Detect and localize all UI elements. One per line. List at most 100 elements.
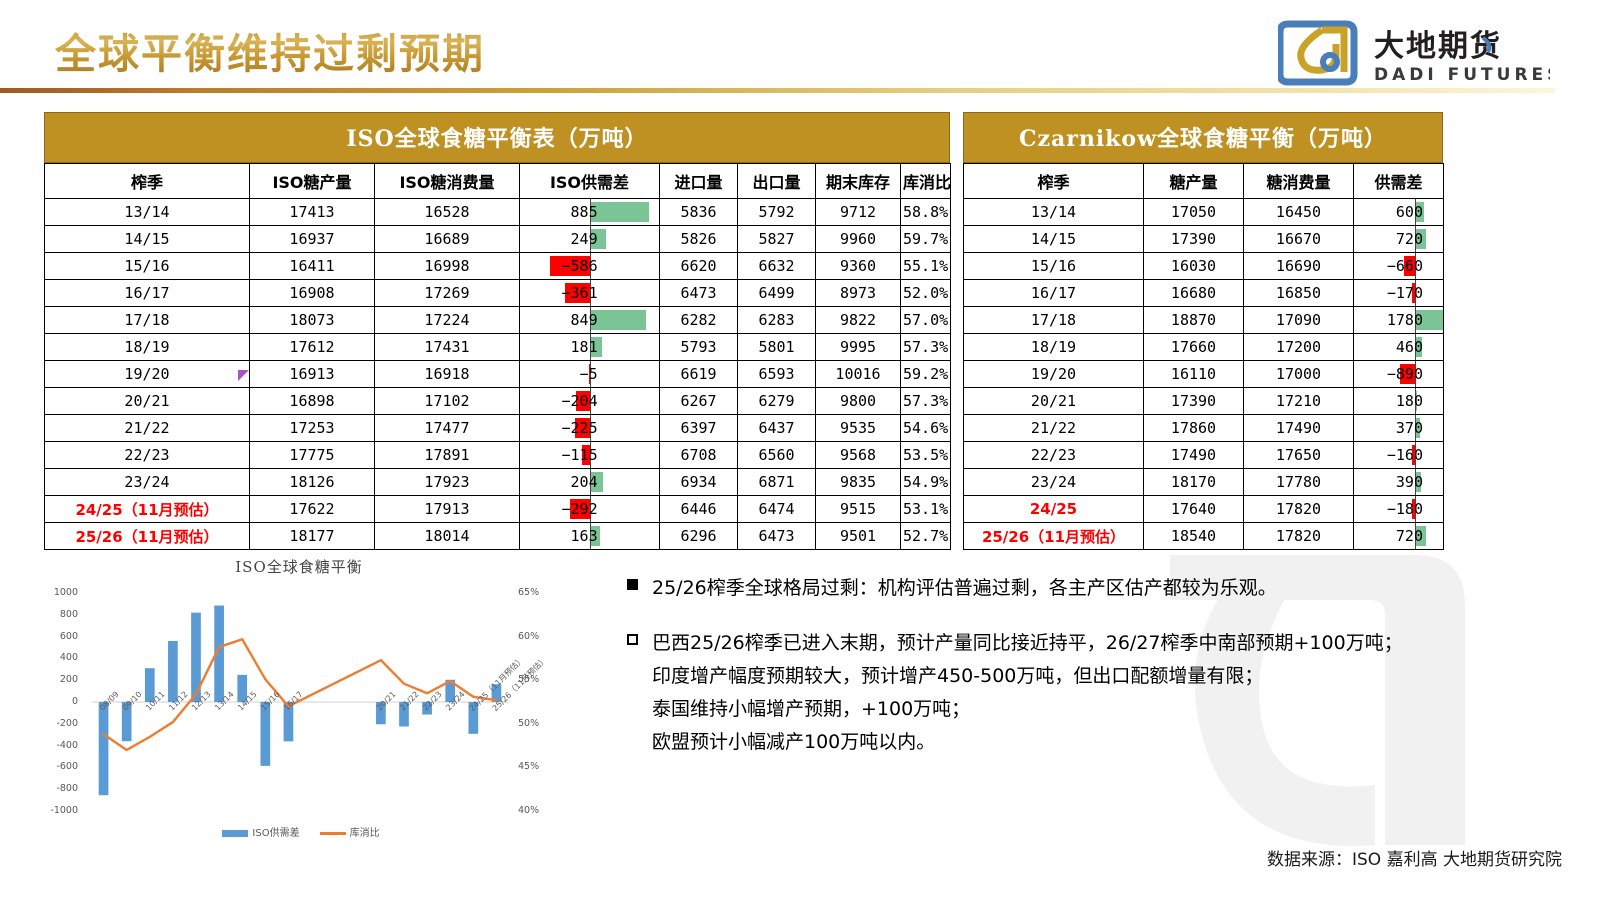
cell-stock-use-ratio: 54.9% <box>900 468 951 496</box>
table-row: 23/24 18126 17923 204 6934 6871 9835 54.9% <box>44 468 951 496</box>
logo-cn-text: 大地期货 <box>1374 29 1502 64</box>
cell-balance-value: 204 <box>570 473 598 491</box>
bullet-line: 巴西25/26榨季已进入末期，预计产量同比接近持平，26/27榨季中南部预期+1… <box>652 632 1403 654</box>
cell-balance-value: 600 <box>1395 203 1423 221</box>
iso-col-header-2: ISO糖消费量 <box>374 163 520 199</box>
cell-import: 5836 <box>659 198 738 226</box>
cell-consumption: 17102 <box>374 387 520 415</box>
cell-production: 17612 <box>249 333 375 361</box>
table-row: 13/14 17413 16528 885 5836 5792 9712 58.8% <box>44 198 951 226</box>
cell-balance-databar: −5 <box>519 360 660 388</box>
cell-import: 6267 <box>659 387 738 415</box>
databar-axis <box>1414 253 1416 279</box>
databar-fill <box>1412 445 1415 465</box>
cell-season: 20/21 <box>963 387 1144 415</box>
chart-y-tick: -800 <box>56 783 78 795</box>
cell-season: 18/19 <box>44 333 250 361</box>
iso-col-header-4: 进口量 <box>659 163 738 199</box>
cell-consumption: 17490 <box>1243 414 1354 442</box>
cell-export: 5792 <box>737 198 816 226</box>
databar-axis <box>589 388 591 414</box>
cell-ending-stock: 9501 <box>815 522 901 550</box>
cell-export: 5801 <box>737 333 816 361</box>
cell-import: 5793 <box>659 333 738 361</box>
cell-season: 24/25 <box>963 495 1144 523</box>
cell-consumption: 17820 <box>1243 495 1354 523</box>
chart-y-tick: 1000 <box>53 587 78 598</box>
iso-col-header-1: ISO糖产量 <box>249 163 375 199</box>
cell-season: 25/26（11月预估） <box>44 522 250 550</box>
cell-balance-value: −115 <box>561 446 598 464</box>
cell-balance-databar: 720 <box>1353 225 1444 253</box>
cell-balance-value: 720 <box>1395 527 1423 545</box>
table-row: 14/15 17390 16670 720 <box>963 225 1444 253</box>
cell-import: 6473 <box>659 279 738 307</box>
chart-y2-tick: 60% <box>518 630 540 642</box>
cell-export: 6499 <box>737 279 816 307</box>
cell-export: 6279 <box>737 387 816 415</box>
commentary-bullet: 巴西25/26榨季已进入末期，预计产量同比接近持平，26/27榨季中南部预期+1… <box>627 627 1537 759</box>
commentary-list: 25/26榨季全球格局过剩：机构评估普遍过剩，各主产区估产都较为乐观。 巴西25/… <box>627 572 1537 781</box>
cell-stock-use-ratio: 52.0% <box>900 279 951 307</box>
iso-table-header-row: 榨季 ISO糖产量 ISO糖消费量 ISO供需差 进口量 出口量 期末库存 库消比 <box>44 163 951 199</box>
cell-balance-databar: −361 <box>519 279 660 307</box>
cell-production: 16030 <box>1143 252 1244 280</box>
cell-stock-use-ratio: 53.1% <box>900 495 951 523</box>
cell-balance-databar: −660 <box>1353 252 1444 280</box>
cell-balance-value: −586 <box>561 257 598 275</box>
databar-fill <box>589 337 602 357</box>
cell-export: 6283 <box>737 306 816 334</box>
bullet-line: 欧盟预计小幅减产100万吨以内。 <box>652 731 936 753</box>
chart-y2-tick: 45% <box>518 761 540 773</box>
cell-ending-stock: 9835 <box>815 468 901 496</box>
cell-export: 6474 <box>737 495 816 523</box>
cell-production: 16898 <box>249 387 375 415</box>
cell-ending-stock: 9960 <box>815 225 901 253</box>
databar-axis <box>1414 199 1416 225</box>
databar-axis <box>1414 469 1416 495</box>
chart-y-tick: -600 <box>56 761 78 773</box>
databar-fill <box>1414 337 1422 357</box>
legend-label: ISO供需差 <box>252 828 300 839</box>
databar-fill <box>1414 526 1426 546</box>
cell-consumption: 16528 <box>374 198 520 226</box>
chart-y-tick: 400 <box>59 652 78 664</box>
cell-export: 5827 <box>737 225 816 253</box>
cell-ending-stock: 9800 <box>815 387 901 415</box>
cell-export: 6593 <box>737 360 816 388</box>
cell-season: 18/19 <box>963 333 1144 361</box>
cell-consumption: 17090 <box>1243 306 1354 334</box>
cell-balance-value: −292 <box>561 500 598 518</box>
databar-axis <box>1414 496 1416 522</box>
cell-season: 17/18 <box>44 306 250 334</box>
cell-production: 17050 <box>1143 198 1244 226</box>
cell-consumption: 17210 <box>1243 387 1354 415</box>
chart-title: ISO全球食糖平衡 <box>235 558 363 576</box>
cell-ending-stock: 8973 <box>815 279 901 307</box>
cell-balance-databar: −890 <box>1353 360 1444 388</box>
cell-consumption: 16689 <box>374 225 520 253</box>
iso-balance-chart: ISO全球食糖平衡 1000 800 600 400 200 0 -200 -400 -600 -… <box>44 548 554 853</box>
databar-axis <box>1414 442 1416 468</box>
databar-axis <box>1414 307 1416 333</box>
bullet-line: 泰国维持小幅增产预期，+100万吨； <box>652 698 971 720</box>
cell-balance-value: −890 <box>1386 365 1423 383</box>
cell-export: 6632 <box>737 252 816 280</box>
cell-consumption: 17431 <box>374 333 520 361</box>
iso-col-header-7: 库消比 <box>900 163 951 199</box>
databar-fill <box>574 418 590 438</box>
cell-production: 16680 <box>1143 279 1244 307</box>
cell-balance-databar: 720 <box>1353 522 1444 550</box>
cell-stock-use-ratio: 57.0% <box>900 306 951 334</box>
databar-fill <box>550 256 590 276</box>
cell-production: 16913 <box>249 360 375 388</box>
cell-consumption: 17780 <box>1243 468 1354 496</box>
cell-production: 18073 <box>249 306 375 334</box>
brand-logo: 大地期货 DADI FUTURES <box>1276 20 1559 86</box>
cell-season: 15/16 <box>963 252 1144 280</box>
cell-season: 22/23 <box>44 441 250 469</box>
cell-season: 24/25（11月预估） <box>44 495 250 523</box>
cell-import: 5826 <box>659 225 738 253</box>
cell-balance-databar: −170 <box>1353 279 1444 307</box>
